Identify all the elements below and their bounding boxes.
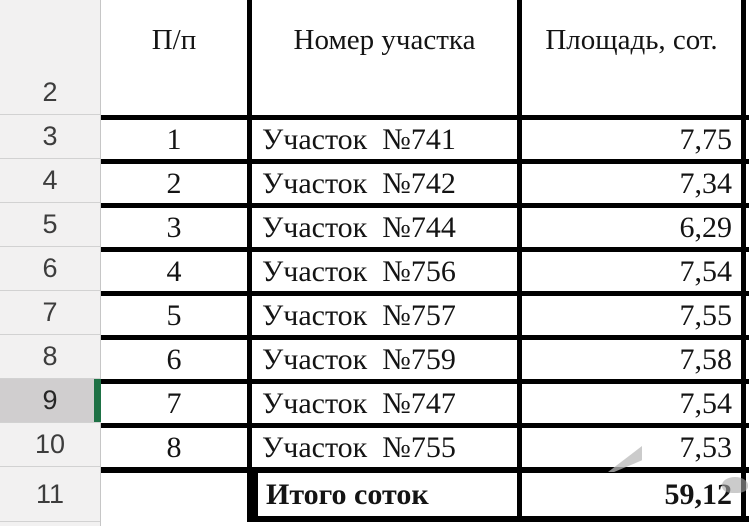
row-header-3[interactable]: 3 (0, 115, 100, 159)
cell-next-column[interactable] (741, 296, 749, 335)
cell-index-empty[interactable] (101, 473, 247, 522)
cell-index[interactable]: 8 (101, 428, 247, 467)
cell-plot-number[interactable]: Участок №757 (247, 296, 517, 335)
row-header-label: 8 (42, 341, 58, 371)
cell-plot-number[interactable]: Участок №759 (247, 340, 517, 379)
column-header-plot-number[interactable]: Номер участка (247, 0, 517, 115)
cell-area[interactable]: 7,75 (517, 120, 741, 159)
table-row: 1 Участок №741 7,75 (101, 115, 749, 159)
cell-plot-number[interactable]: Участок №755 (247, 428, 517, 467)
row-header-7[interactable]: 7 (0, 291, 100, 335)
cell-index[interactable]: 5 (101, 296, 247, 335)
cell-next-column[interactable] (741, 252, 749, 291)
cell-plot-number[interactable]: Участок №747 (247, 384, 517, 423)
column-header-area[interactable]: Площадь, сот. (517, 0, 741, 115)
table-row: 5 Участок №757 7,55 (101, 291, 749, 335)
cell-area[interactable]: 7,55 (517, 296, 741, 335)
row-header-2[interactable]: 2 (0, 0, 100, 115)
row-header-label: 7 (42, 297, 58, 327)
row-header-label: 3 (42, 121, 58, 151)
cell-next-column[interactable] (741, 473, 749, 522)
table-row: 7 Участок №747 7,54 (101, 379, 749, 423)
row-header-label: 5 (42, 209, 58, 239)
row-header-5[interactable]: 5 (0, 203, 100, 247)
cell-next-column[interactable] (741, 0, 749, 115)
row-header-10[interactable]: 10 (0, 423, 100, 467)
cell-plot-number[interactable]: Участок №742 (247, 164, 517, 203)
table-total-row: Итого соток 59,12 (101, 467, 749, 522)
row-header-6[interactable]: 6 (0, 247, 100, 291)
cell-area[interactable]: 7,58 (517, 340, 741, 379)
cell-total-label[interactable]: Итого соток (247, 473, 517, 522)
row-header-9-selected[interactable]: 9 (0, 379, 101, 423)
cell-next-column[interactable] (741, 428, 749, 467)
cell-plot-number[interactable]: Участок №741 (247, 120, 517, 159)
cell-plot-number[interactable]: Участок №756 (247, 252, 517, 291)
cell-index[interactable]: 3 (101, 208, 247, 247)
table-header-row: П/п Номер участка Площадь, сот. (101, 0, 749, 115)
cell-area[interactable]: 7,54 (517, 252, 741, 291)
column-header-index[interactable]: П/п (101, 0, 247, 115)
row-header-label: 11 (35, 478, 65, 509)
table-row: 6 Участок №759 7,58 (101, 335, 749, 379)
cell-next-column[interactable] (741, 384, 749, 423)
row-header-11[interactable]: 11 (0, 467, 100, 522)
row-header-8[interactable]: 8 (0, 335, 100, 379)
row-header-column: 2 3 4 5 6 7 8 9 10 11 (0, 0, 101, 526)
table-row: 4 Участок №756 7,54 (101, 247, 749, 291)
table-row: 8 Участок №755 7,53 (101, 423, 749, 467)
row-header-label: 9 (42, 385, 58, 415)
cell-plot-number[interactable]: Участок №744 (247, 208, 517, 247)
cell-index[interactable]: 1 (101, 120, 247, 159)
cell-area[interactable]: 7,53 (517, 428, 741, 467)
cell-area[interactable]: 6,29 (517, 208, 741, 247)
cell-next-column[interactable] (741, 340, 749, 379)
cell-total-value[interactable]: 59,12 (517, 473, 741, 522)
cell-index[interactable]: 4 (101, 252, 247, 291)
cell-area[interactable]: 7,54 (517, 384, 741, 423)
row-header-label: 2 (42, 77, 58, 107)
cell-next-column[interactable] (741, 208, 749, 247)
cell-next-column[interactable] (741, 164, 749, 203)
row-header-label: 10 (34, 429, 66, 459)
table-row: 2 Участок №742 7,34 (101, 159, 749, 203)
cell-index[interactable]: 2 (101, 164, 247, 203)
cell-index[interactable]: 6 (101, 340, 247, 379)
plots-table: П/п Номер участка Площадь, сот. 1 Участо… (101, 0, 749, 526)
cell-area[interactable]: 7,34 (517, 164, 741, 203)
row-header-label: 6 (42, 253, 58, 283)
selection-indicator-bar (94, 379, 101, 422)
row-header-label: 4 (42, 165, 58, 195)
cell-next-column[interactable] (741, 120, 749, 159)
row-header-4[interactable]: 4 (0, 159, 100, 203)
cell-index[interactable]: 7 (101, 384, 247, 423)
table-row: 3 Участок №744 6,29 (101, 203, 749, 247)
